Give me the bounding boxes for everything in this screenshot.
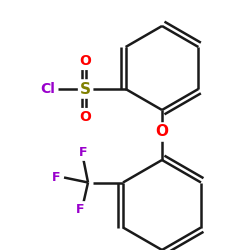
Text: O: O <box>80 110 92 124</box>
Text: O: O <box>80 54 92 68</box>
Text: Cl: Cl <box>40 82 55 96</box>
Text: S: S <box>80 82 91 96</box>
Text: O: O <box>156 124 168 140</box>
Text: F: F <box>79 146 87 159</box>
Text: F: F <box>76 203 84 216</box>
Text: F: F <box>52 171 60 184</box>
